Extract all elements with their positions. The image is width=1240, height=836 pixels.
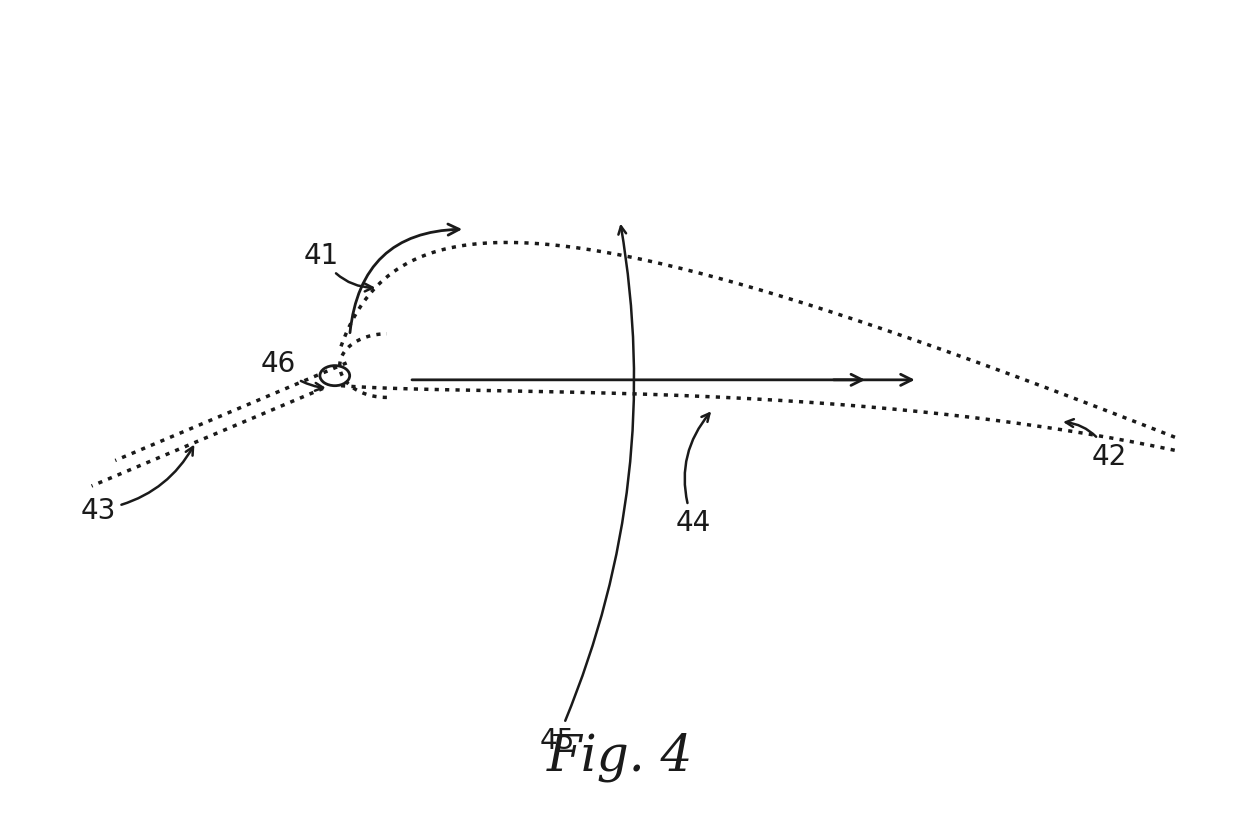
Text: 43: 43 bbox=[81, 447, 193, 524]
Text: 44: 44 bbox=[676, 414, 711, 537]
Text: 41: 41 bbox=[304, 242, 373, 292]
Text: 46: 46 bbox=[260, 350, 324, 391]
Text: Fig. 4: Fig. 4 bbox=[547, 732, 693, 782]
Text: 45: 45 bbox=[539, 227, 634, 754]
Text: 42: 42 bbox=[1065, 420, 1126, 470]
